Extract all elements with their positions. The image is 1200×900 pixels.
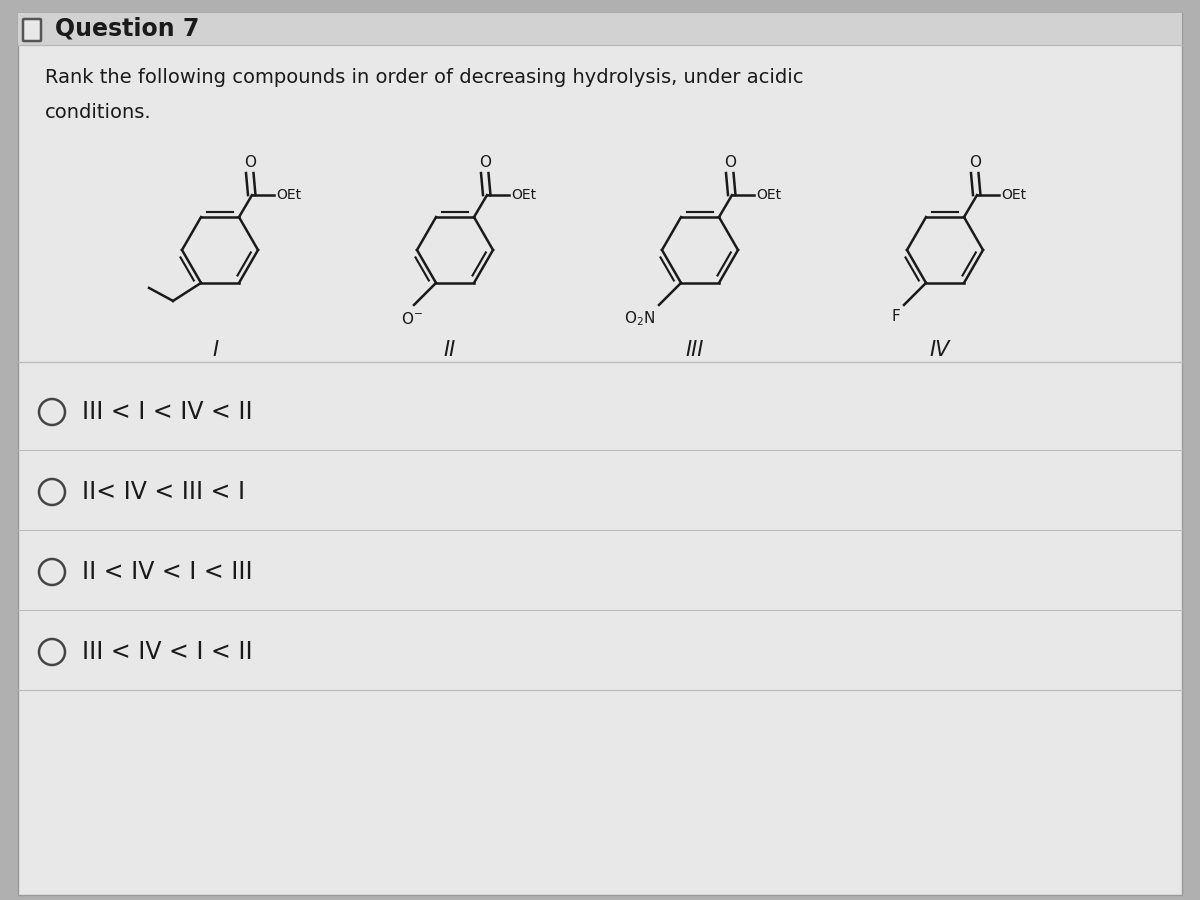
- Text: III: III: [686, 340, 704, 360]
- Text: OEt: OEt: [511, 188, 536, 202]
- Text: Rank the following compounds in order of decreasing hydrolysis, under acidic: Rank the following compounds in order of…: [46, 68, 804, 87]
- Text: O: O: [724, 155, 736, 170]
- Text: O: O: [970, 155, 982, 170]
- Text: I: I: [212, 340, 218, 360]
- Text: O: O: [244, 155, 256, 170]
- FancyBboxPatch shape: [23, 19, 41, 41]
- Text: O$^{-}$: O$^{-}$: [401, 310, 422, 327]
- Text: III < I < IV < II: III < I < IV < II: [82, 400, 253, 424]
- Text: F: F: [892, 309, 900, 324]
- Text: OEt: OEt: [1001, 188, 1026, 202]
- Text: OEt: OEt: [276, 188, 301, 202]
- Text: conditions.: conditions.: [46, 103, 151, 122]
- Text: OEt: OEt: [756, 188, 781, 202]
- Text: IV: IV: [930, 340, 950, 360]
- Text: III < IV < I < II: III < IV < I < II: [82, 640, 253, 664]
- Bar: [18, 13, 1182, 45]
- Text: II< IV < III < I: II< IV < III < I: [82, 480, 245, 504]
- Text: Question 7: Question 7: [55, 17, 199, 41]
- Text: II < IV < I < III: II < IV < I < III: [82, 560, 253, 584]
- Text: II: II: [444, 340, 456, 360]
- Text: O$_2$N: O$_2$N: [624, 309, 655, 328]
- Text: O: O: [479, 155, 491, 170]
